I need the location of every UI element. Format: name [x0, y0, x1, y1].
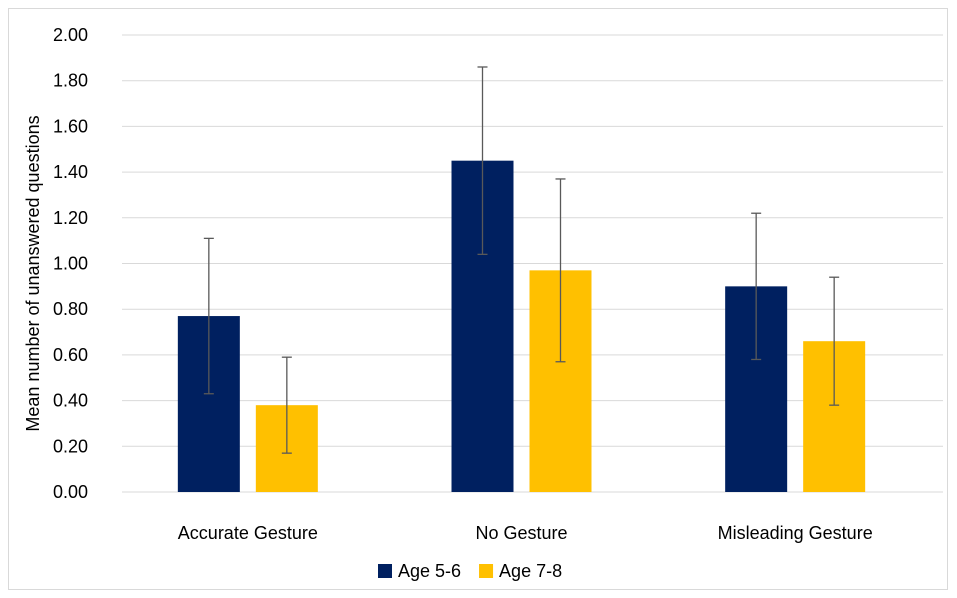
legend: Age 5-6 Age 7-8 [378, 561, 562, 581]
legend-swatch [479, 564, 494, 578]
y-tick-label: 0.80 [53, 299, 88, 319]
y-tick-label: 0.60 [53, 345, 88, 365]
x-category-label: Misleading Gesture [718, 523, 873, 543]
bars [177, 160, 866, 493]
y-tick-label: 2.00 [53, 25, 88, 45]
y-axis-title: Mean number of unanswered questions [23, 115, 43, 431]
error-bars [203, 66, 840, 454]
y-tick-label: 0.20 [53, 436, 88, 456]
legend-label: Age 7-8 [499, 561, 562, 581]
y-tick-label: 1.60 [53, 116, 88, 136]
y-tick-label: 1.80 [53, 71, 88, 91]
y-tick-label: 0.00 [53, 482, 88, 502]
y-tick-label: 0.40 [53, 391, 88, 411]
y-tick-label: 1.20 [53, 208, 88, 228]
legend-swatch [378, 564, 392, 578]
y-tick-labels: 0.00 0.20 0.40 0.60 0.80 1.00 1.20 1.40 1.60 1.80… [53, 25, 88, 502]
x-category-label: No Gesture [475, 523, 567, 543]
legend-label: Age 5-6 [398, 561, 461, 581]
y-tick-label: 1.00 [53, 254, 88, 274]
x-category-label: Accurate Gesture [178, 523, 318, 543]
y-tick-label: 1.40 [53, 162, 88, 182]
x-category-labels: Accurate Gesture No Gesture Misleading Ges… [178, 523, 873, 543]
